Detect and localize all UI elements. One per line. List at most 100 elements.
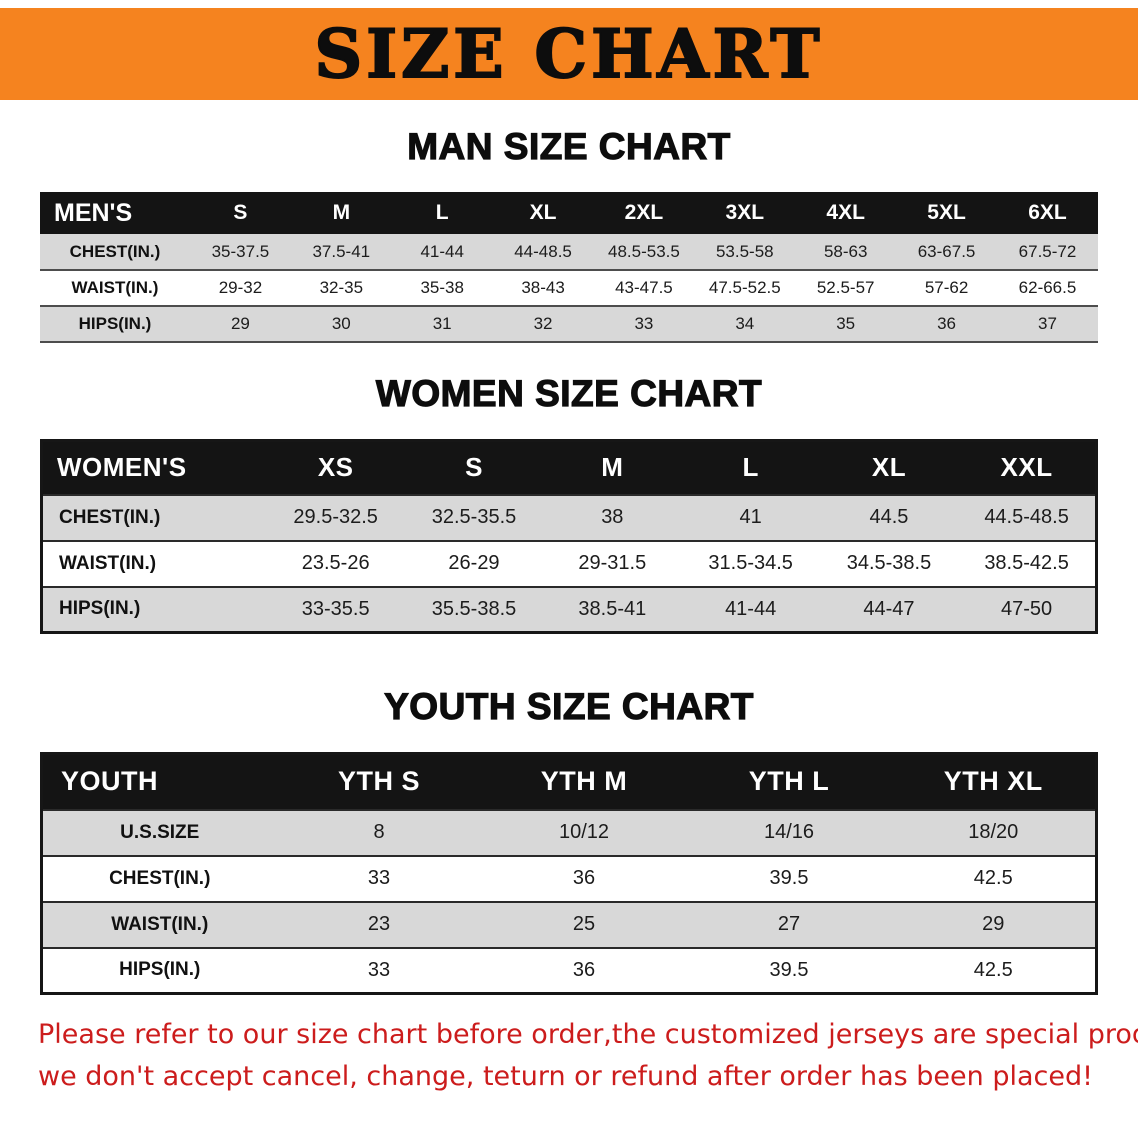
size-column-header: 2XL [624, 201, 664, 224]
size-value-cell: 63-67.5 [917, 241, 976, 261]
size-column-header: M [332, 201, 351, 224]
size-chart-page: SIZE CHART MAN SIZE CHART MEN'S S M L XL 2XL 3… [0, 8, 1138, 1096]
size-column-header: YTH M [540, 766, 628, 797]
size-value-cell: 43-47.5 [615, 278, 673, 297]
size-value-cell: 41-44 [420, 241, 464, 261]
size-value-cell: 27 [777, 913, 801, 935]
men-size-table: MEN'S S M L XL 2XL 3XL 4XL 5XL 6XL CHEST(IN.) 35-37… [40, 192, 1098, 343]
table-row: WAIST(IN.) 29-32 32-35 35-38 38-43 43-47.5 47.… [40, 270, 1098, 306]
size-value-cell: 29 [982, 913, 1005, 935]
size-column-header: YTH XL [943, 766, 1043, 797]
size-value-cell: 62-66.5 [1018, 278, 1077, 297]
table-header-row: MEN'S S M L XL 2XL 3XL 4XL 5XL 6XL [40, 192, 1098, 234]
size-value-cell: 36 [572, 958, 596, 981]
note-line-2: we don't accept cancel, change, teturn o… [38, 1061, 1093, 1093]
note-line-1: Please refer to our size chart before or… [38, 1019, 1138, 1050]
measurement-row-label: U.S.SIZE [120, 821, 200, 843]
size-value-cell: 35.5-38.5 [431, 597, 517, 620]
size-value-cell: 31.5-34.5 [708, 552, 793, 574]
size-value-cell: 33 [367, 958, 391, 981]
size-column-header: 3XL [725, 201, 765, 224]
table-header-row: WOMEN'S XS S M L XL XXL [41, 440, 1097, 495]
size-value-cell: 33 [367, 867, 391, 889]
youth-section-heading: YOUTH SIZE CHART [384, 685, 754, 727]
size-value-cell: 41-44 [725, 597, 777, 620]
table-row: HIPS(IN.) 33-35.5 35.5-38.5 38.5-41 41-44 44-… [41, 586, 1097, 633]
measurement-row-label: CHEST(IN.) [109, 867, 211, 889]
size-chart-banner: SIZE CHART [0, 8, 1138, 100]
size-value-cell: 37 [1038, 314, 1057, 333]
size-value-cell: 33-35.5 [301, 597, 370, 620]
size-value-cell: 38.5-42.5 [984, 552, 1069, 574]
size-value-cell: 18/20 [968, 821, 1019, 843]
size-column-header: XS [317, 452, 354, 483]
youth-size-section: YOUTH SIZE CHART YOUTH YTH S YTH M YTH L YTH… [0, 685, 1138, 995]
size-value-cell: 39.5 [769, 867, 809, 889]
size-value-cell: 44.5 [869, 506, 909, 528]
size-value-cell: 36 [937, 314, 957, 333]
men-size-section: MAN SIZE CHART MEN'S S M L XL 2XL 3XL 4XL 5XL 6XL… [0, 125, 1138, 343]
table-row: HIPS(IN.) 33 36 39.5 42.5 [41, 947, 1097, 994]
size-value-cell: 35-38 [420, 278, 464, 297]
size-value-cell: 37.5-41 [312, 241, 371, 261]
size-value-cell: 39.5 [769, 958, 809, 981]
table-row: WAIST(IN.) 23.5-26 26-29 29-31.5 31.5-34.5 34… [41, 540, 1097, 587]
women-size-section: WOMEN SIZE CHART WOMEN'S XS S M L XL XXL CHEST(… [0, 372, 1138, 634]
size-value-cell: 38 [601, 506, 624, 528]
size-value-cell: 32-35 [319, 278, 364, 297]
size-column-header: 6XL [1028, 201, 1067, 224]
youth-size-table: YOUTH YTH S YTH M YTH L YTH XL U.S.SIZE 8 10/12… [40, 752, 1098, 995]
size-value-cell: 29.5-32.5 [293, 506, 378, 528]
size-value-cell: 44-47 [863, 597, 915, 620]
measurement-row-label: WAIST(IN.) [59, 552, 157, 574]
size-column-header: L [435, 201, 449, 224]
table-row: U.S.SIZE 8 10/12 14/16 18/20 [41, 809, 1097, 856]
size-value-cell: 47-50 [1000, 597, 1053, 620]
size-value-cell: 42.5 [973, 958, 1013, 981]
size-column-header: M [601, 452, 624, 483]
size-value-cell: 41 [739, 506, 762, 528]
size-value-cell: 32 [533, 314, 553, 333]
table-row: WAIST(IN.) 23 25 27 29 [41, 901, 1097, 948]
size-value-cell: 29-32 [218, 278, 263, 297]
table-row: CHEST(IN.) 33 36 39.5 42.5 [41, 855, 1097, 902]
size-value-cell: 8 [373, 821, 385, 843]
women-section-heading: WOMEN SIZE CHART [375, 372, 763, 414]
measurement-row-label: WAIST(IN.) [111, 913, 209, 935]
size-value-cell: 29-31.5 [578, 552, 647, 574]
size-value-cell: 38-43 [521, 278, 565, 297]
size-value-cell: 23 [367, 913, 391, 935]
table-corner-label: YOUTH [61, 766, 158, 797]
size-column-header: XXL [1000, 452, 1053, 483]
women-size-table: WOMEN'S XS S M L XL XXL CHEST(IN.) 29.5-32.5 32.5… [40, 439, 1098, 634]
size-column-header: S [465, 452, 483, 483]
size-value-cell: 42.5 [973, 867, 1013, 889]
size-value-cell: 26-29 [448, 552, 500, 574]
size-value-cell: 10/12 [558, 821, 610, 843]
measurement-row-label: CHEST(IN.) [59, 506, 161, 528]
size-column-header: YTH L [748, 766, 830, 797]
size-value-cell: 29 [230, 314, 250, 333]
size-column-header: 4XL [826, 201, 865, 224]
size-column-header: XL [529, 201, 557, 224]
size-value-cell: 25 [572, 913, 596, 935]
table-corner-label: WOMEN'S [57, 452, 187, 483]
size-value-cell: 47.5-52.5 [708, 278, 781, 297]
size-value-cell: 14/16 [763, 821, 815, 843]
size-value-cell: 31 [432, 314, 452, 333]
size-value-cell: 34 [735, 314, 755, 333]
size-value-cell: 32.5-35.5 [431, 506, 517, 528]
size-value-cell: 44.5-48.5 [984, 506, 1069, 528]
size-value-cell: 67.5-72 [1018, 241, 1077, 261]
measurement-row-label: HIPS(IN.) [119, 959, 201, 981]
measurement-row-label: HIPS(IN.) [59, 598, 141, 620]
size-value-cell: 35-37.5 [211, 241, 270, 261]
size-value-cell: 57-62 [924, 278, 969, 297]
measurement-row-label: CHEST(IN.) [69, 241, 161, 261]
size-value-cell: 53.5-58 [715, 241, 774, 261]
size-value-cell: 30 [331, 314, 351, 333]
size-value-cell: 35 [836, 314, 856, 333]
size-column-header: YTH S [337, 766, 420, 797]
table-corner-label: MEN'S [54, 198, 133, 227]
size-value-cell: 36 [572, 867, 596, 889]
